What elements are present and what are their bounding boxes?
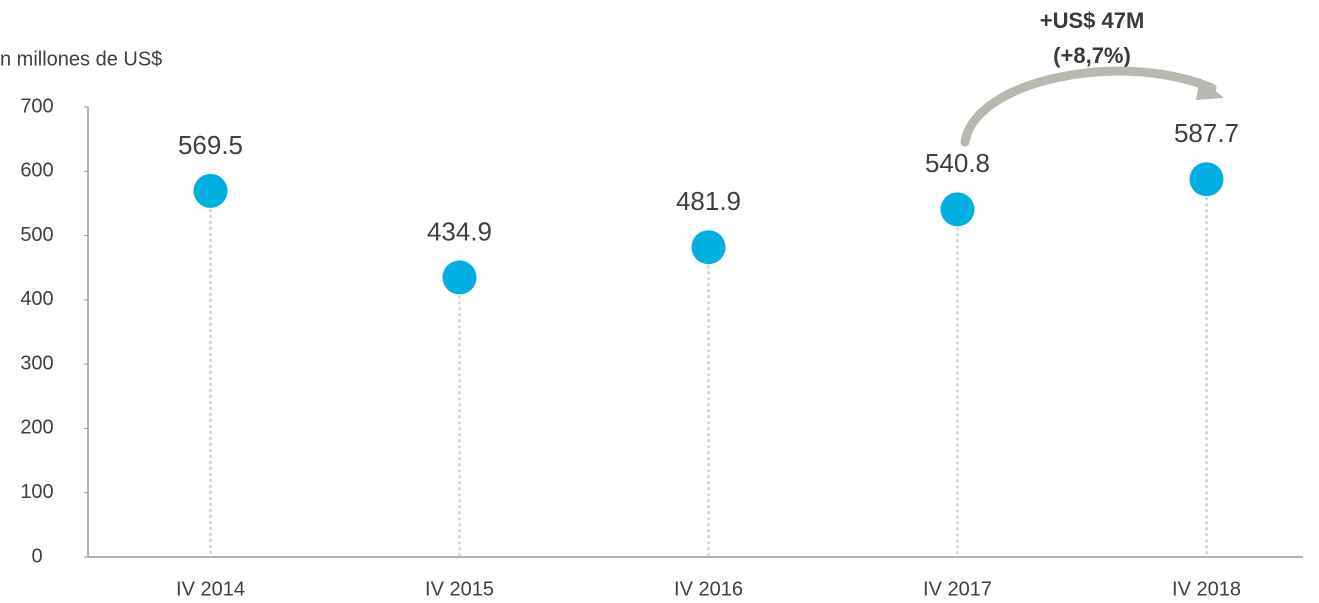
y-tick-label: 700 xyxy=(20,95,53,117)
value-label: 587.7 xyxy=(1174,118,1239,148)
y-tick-label: 100 xyxy=(20,481,53,503)
x-tick-label: IV 2017 xyxy=(923,578,992,600)
x-tick-label: IV 2016 xyxy=(674,578,743,600)
y-tick-label: 0 xyxy=(31,545,42,567)
arrow xyxy=(960,66,1217,147)
y-axis-label: n millones de US$ xyxy=(0,48,162,70)
value-label: 481.9 xyxy=(676,186,741,216)
y-tick-label: 500 xyxy=(20,224,53,246)
value-label: 434.9 xyxy=(427,216,492,246)
dot xyxy=(691,230,726,265)
x-tick-label: IV 2018 xyxy=(1172,578,1241,600)
annotation: +US$ 47M xyxy=(1040,8,1145,33)
arrow-head xyxy=(1196,78,1224,100)
y-tick-label: 200 xyxy=(20,417,53,439)
value-label: 540.8 xyxy=(925,148,990,178)
y-tick-label: 600 xyxy=(20,160,53,182)
dot xyxy=(442,260,477,295)
dot xyxy=(1189,162,1224,197)
y-tick-label: 300 xyxy=(20,352,53,374)
annotation: (+8,7%) xyxy=(1053,43,1131,68)
dot xyxy=(940,192,975,227)
x-tick-label: IV 2015 xyxy=(425,578,494,600)
value-label: 569.5 xyxy=(178,130,243,160)
y-tick-label: 400 xyxy=(20,288,53,310)
dot xyxy=(193,173,228,208)
x-tick-label: IV 2014 xyxy=(176,578,245,600)
